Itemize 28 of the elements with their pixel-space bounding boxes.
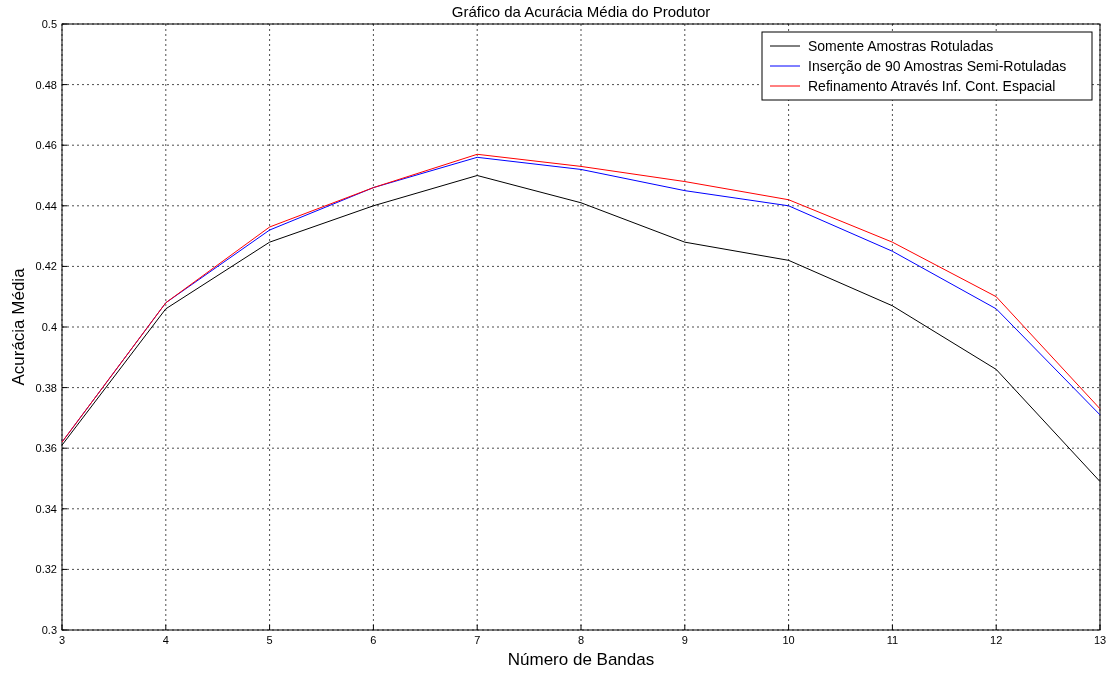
x-tick-label: 7 <box>474 634 481 646</box>
x-tick-label: 11 <box>886 634 899 646</box>
x-tick-label: 5 <box>266 634 273 646</box>
y-tick-label: 0.34 <box>35 502 57 515</box>
x-tick-label: 3 <box>58 634 66 646</box>
y-tick-label: 0.36 <box>35 442 57 455</box>
legend-label: Inserção de 90 Amostras Semi-Rotuladas <box>808 58 1067 74</box>
x-tick-label: 10 <box>782 634 795 646</box>
y-tick-label: 0.4 <box>41 321 57 333</box>
y-tick-label: 0.38 <box>35 381 57 394</box>
legend-label: Somente Amostras Rotuladas <box>808 38 994 54</box>
legend-label: Refinamento Através Inf. Cont. Espacial <box>808 78 1056 94</box>
x-tick-label: 8 <box>577 634 585 646</box>
y-axis-title: Acurácia Média <box>9 267 28 386</box>
x-tick-label: 9 <box>681 634 688 646</box>
y-tick-label: 0.3 <box>41 624 57 636</box>
x-axis-title: Número de Bandas <box>507 650 655 669</box>
chart-title: Gráfico da Acurácia Média do Produtor <box>451 3 711 20</box>
y-tick-label: 0.46 <box>35 139 57 152</box>
y-tick-label: 0.48 <box>35 78 57 91</box>
x-tick-label: 12 <box>990 634 1003 646</box>
y-tick-label: 0.42 <box>35 260 57 273</box>
x-tick-label: 13 <box>1093 634 1107 646</box>
y-tick-label: 0.32 <box>35 563 57 576</box>
y-tick-label: 0.44 <box>35 199 57 212</box>
x-tick-label: 6 <box>370 634 377 646</box>
x-tick-label: 4 <box>162 634 169 646</box>
y-tick-label: 0.5 <box>41 18 57 30</box>
